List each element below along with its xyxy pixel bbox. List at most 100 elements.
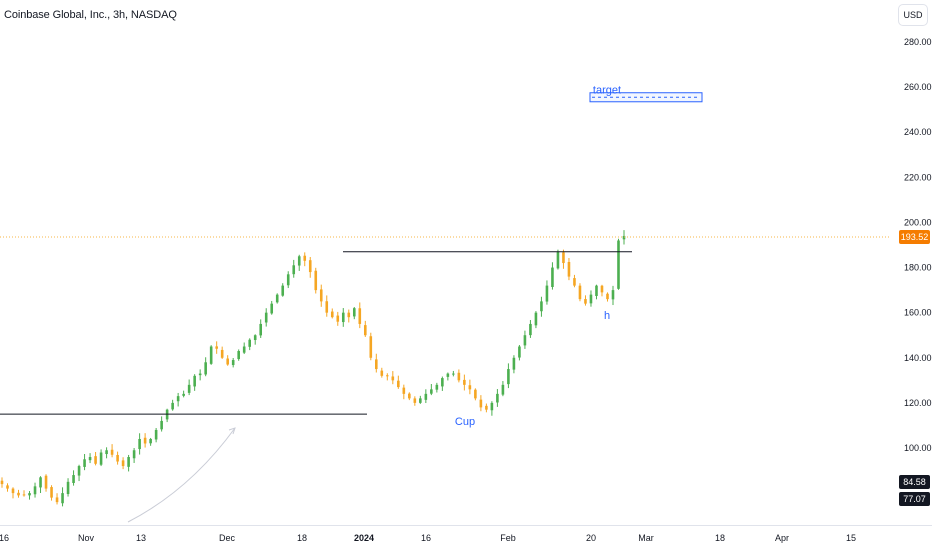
candle (0, 477, 4, 488)
candle-body (573, 278, 576, 286)
candle (154, 427, 158, 443)
candle-body (408, 393, 411, 399)
candle (165, 408, 169, 423)
candle-body (237, 351, 240, 360)
candle (220, 346, 224, 359)
candle-body (512, 357, 516, 370)
candle (50, 485, 53, 501)
candle-body (17, 492, 20, 496)
candle (325, 295, 329, 317)
candle (72, 470, 75, 486)
candle-body (424, 393, 428, 400)
candle (215, 341, 218, 354)
candle-body (341, 312, 345, 323)
candle (518, 344, 521, 361)
candle-body (375, 359, 378, 370)
candle-body (452, 373, 455, 375)
candle (66, 478, 70, 497)
candle (352, 306, 356, 320)
candle (187, 379, 191, 396)
x-tick-label: 13 (136, 533, 146, 543)
candle-body (319, 289, 323, 302)
candle (446, 372, 450, 381)
candle (11, 487, 15, 499)
candle-body (0, 480, 4, 485)
candle-body (330, 311, 334, 318)
x-tick-label: Apr (775, 533, 789, 543)
trend-curve-arrow (127, 427, 236, 523)
candle (369, 332, 373, 361)
candle-body (430, 389, 433, 394)
candle (573, 274, 576, 288)
candle-body (435, 384, 439, 390)
candle-body (529, 323, 532, 336)
candle-body (270, 303, 274, 314)
candle-body (474, 389, 477, 399)
trend-curve-arrowhead (228, 427, 236, 435)
candle-body (105, 450, 108, 455)
candle-body (55, 497, 59, 503)
annotation-label-cup: Cup (455, 416, 475, 428)
last-price-badge-bg (899, 230, 930, 245)
candle (270, 300, 274, 315)
candle-body (325, 301, 329, 313)
y-tick-label: 180.00 (904, 263, 932, 273)
candle-body (72, 475, 75, 484)
candle (336, 311, 340, 326)
candle-body (44, 475, 48, 489)
candle (441, 376, 444, 391)
candle-body (397, 380, 400, 388)
candle (540, 296, 543, 317)
candle (83, 453, 86, 471)
price-badge-low-bg (899, 492, 930, 506)
candle-body (413, 398, 417, 403)
annotation-label-h: h (604, 310, 610, 322)
candle-body (386, 375, 389, 377)
candle-body (116, 454, 119, 462)
candle-body (6, 485, 9, 489)
candle-body (11, 488, 15, 494)
candle-body (22, 494, 26, 496)
candle-body (132, 450, 136, 459)
candle-body (154, 429, 158, 440)
candle (176, 392, 180, 407)
x-tick-label: 16 (421, 533, 431, 543)
candle-body (281, 285, 285, 296)
candle (160, 416, 163, 432)
candle-body (303, 255, 307, 261)
candle (22, 490, 26, 497)
candle-body (446, 373, 450, 377)
candle (556, 249, 560, 270)
price-badge-high: 84.58 (899, 475, 930, 489)
candle (363, 320, 367, 337)
candle-body (275, 294, 279, 303)
currency-button[interactable]: USD (898, 4, 928, 26)
candle (595, 284, 598, 300)
candle (341, 308, 345, 327)
candle-body (83, 459, 86, 467)
candle-body (138, 438, 141, 450)
candle (204, 357, 207, 377)
candle-body (363, 325, 367, 336)
candle (485, 403, 488, 413)
candle-body (589, 294, 593, 304)
candle-body (28, 493, 31, 496)
candle (551, 262, 554, 290)
candle (391, 371, 395, 385)
candle-body (226, 358, 229, 365)
candle (182, 390, 185, 398)
candle (402, 384, 406, 400)
candle (479, 395, 483, 412)
x-tick-label: 18 (297, 533, 307, 543)
candle (33, 482, 37, 498)
candle-body (441, 378, 444, 387)
candle-body (540, 301, 543, 312)
candle (617, 238, 620, 290)
candle-body (292, 265, 296, 275)
candle (28, 491, 31, 500)
candle-body (50, 487, 53, 498)
candle-body (149, 438, 152, 444)
price-badges: 193.52 84.58 77.07 (899, 230, 930, 506)
candle-body (176, 396, 180, 402)
